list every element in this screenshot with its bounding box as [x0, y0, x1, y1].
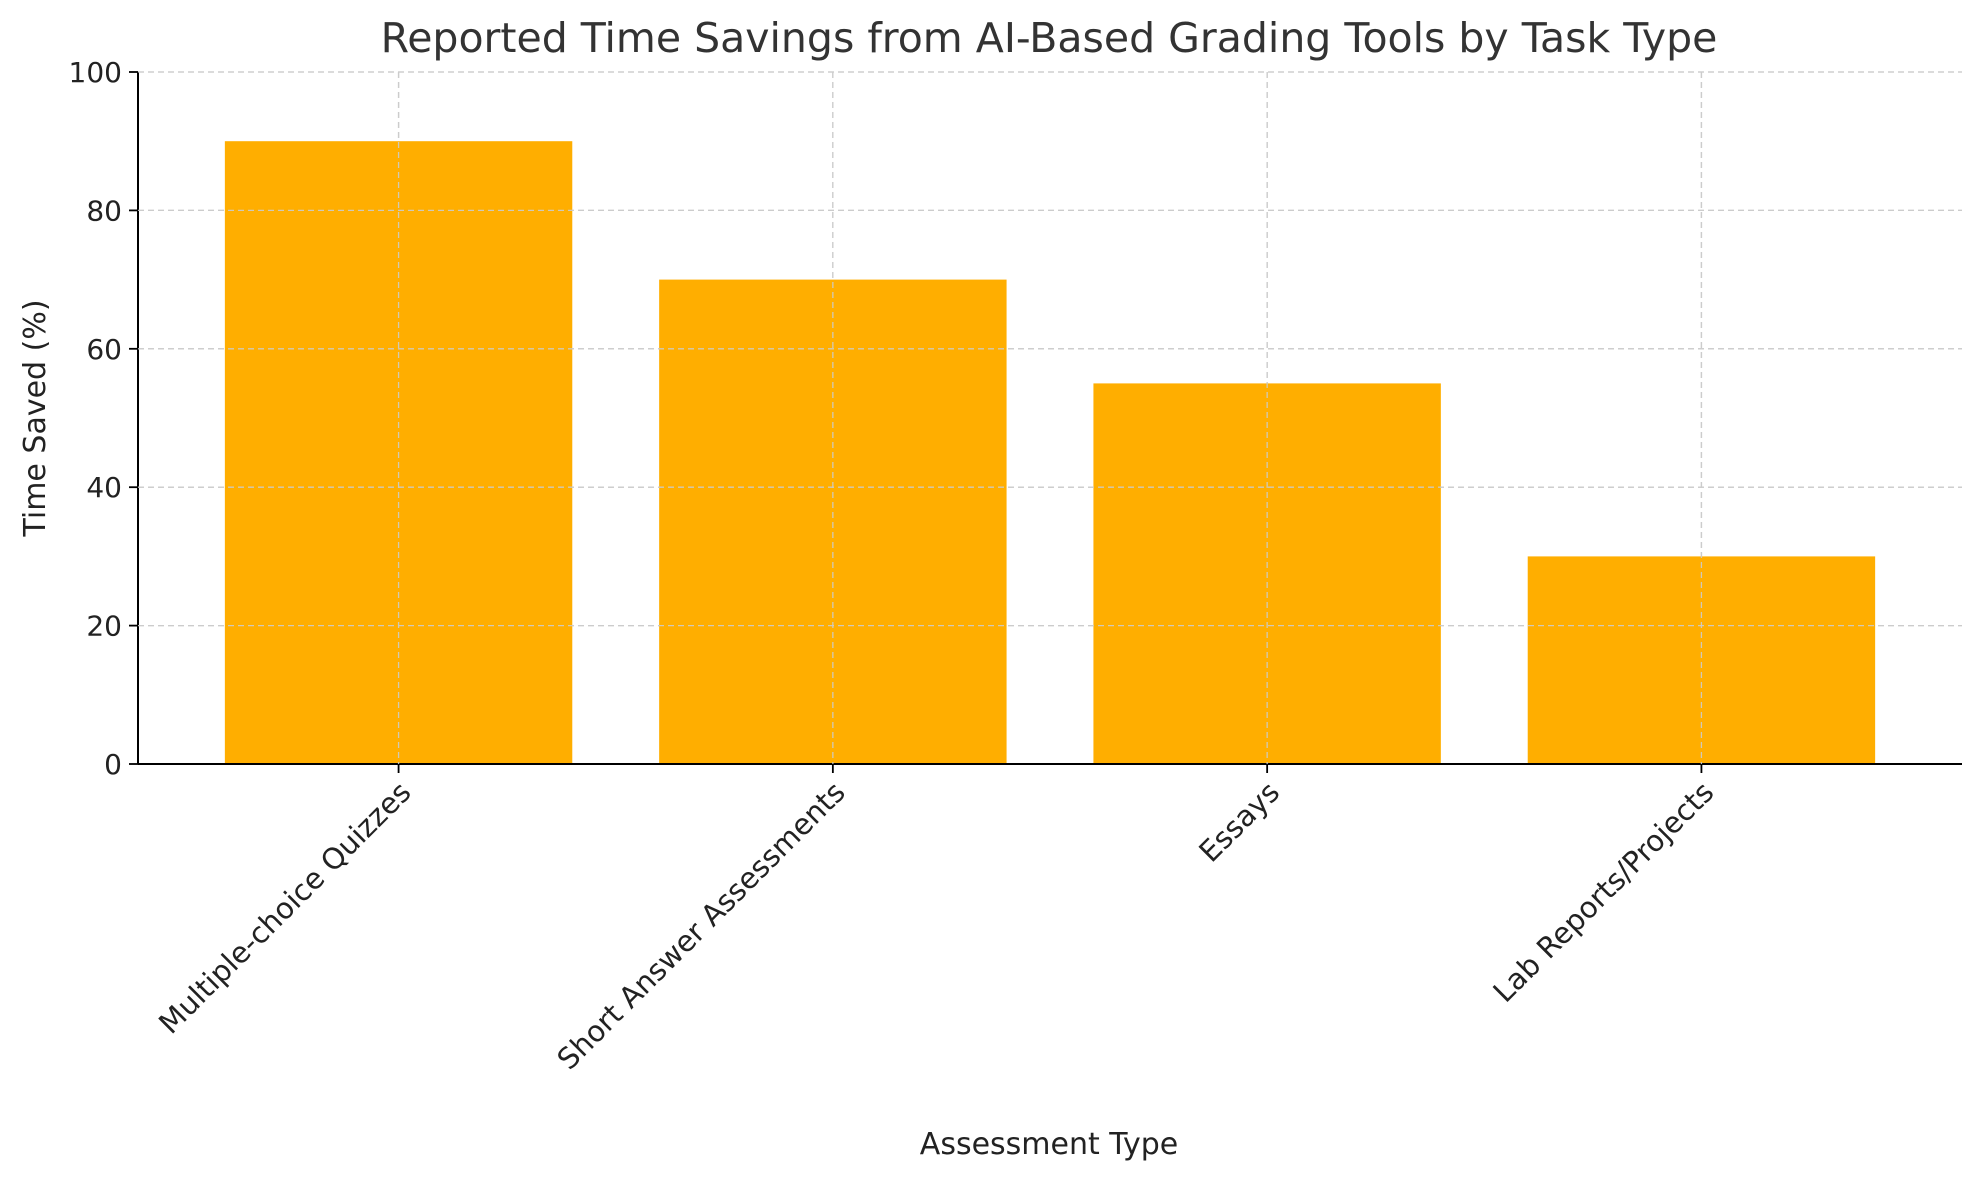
y-axis-label: Time Saved (%) — [18, 299, 53, 537]
x-tick-label: Essays — [1192, 775, 1286, 869]
y-tick-label: 40 — [86, 471, 122, 504]
x-tick-label: Multiple-choice Quizzes — [152, 775, 417, 1040]
bars — [224, 141, 1876, 764]
chart-title: Reported Time Savings from AI-Based Grad… — [381, 14, 1718, 62]
y-tick-label: 0 — [104, 748, 122, 781]
x-axis-label: Assessment Type — [920, 1127, 1178, 1162]
y-tick-label: 20 — [86, 610, 122, 643]
y-tick-label: 60 — [86, 333, 122, 366]
x-tick-label: Short Answer Assessments — [550, 775, 851, 1076]
axes — [129, 71, 1962, 773]
y-tick-label: 100 — [69, 56, 122, 89]
bar — [1527, 556, 1876, 764]
x-tick-label: Lab Reports/Projects — [1486, 775, 1720, 1009]
y-tick-label: 80 — [86, 194, 122, 227]
